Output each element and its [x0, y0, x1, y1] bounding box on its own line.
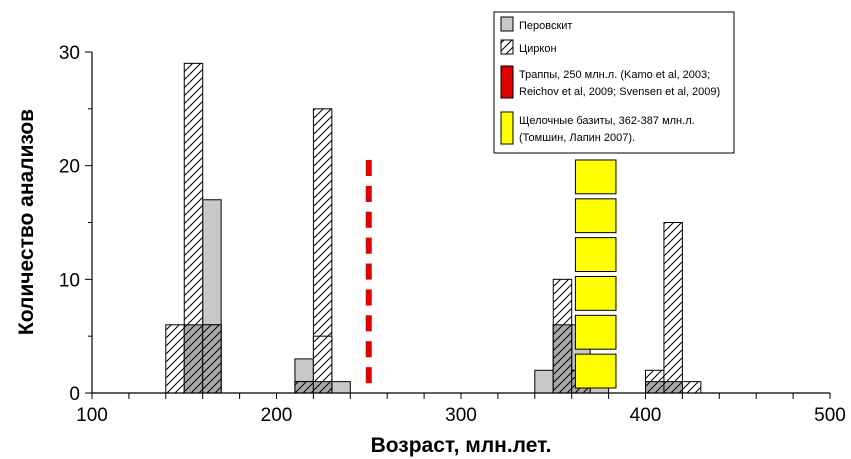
y-axis-title: Количество анализов: [15, 109, 38, 335]
legend: Перовскит Циркон Траппы, 250 млн.л. (Kam…: [493, 11, 735, 154]
alkaline-box: [574, 314, 617, 350]
overlap-bar: [183, 324, 204, 394]
overlap-bar: [312, 381, 333, 394]
overlap-bar: [202, 324, 222, 394]
x-tick-label: 500: [814, 405, 846, 426]
traps-dash: [365, 341, 372, 358]
traps-dash: [365, 237, 372, 254]
overlap-bar: [552, 324, 573, 394]
overlap-bars: [183, 324, 683, 394]
legend-label-zircon: Циркон: [519, 43, 557, 55]
legend-label-alkaline-line1: Щелочные базиты, 362-387 млн.л.: [519, 115, 695, 127]
traps-dash: [365, 159, 372, 177]
traps-dash: [365, 263, 372, 280]
legend-label-traps-line2: Reichov et al, 2009; Svensen et al, 2009…: [519, 86, 720, 98]
alkaline-boxes: [574, 159, 617, 389]
legend-label-perovskite: Перовскит: [519, 20, 572, 32]
alkaline-box: [574, 237, 617, 272]
zircon-bar: [663, 222, 683, 394]
traps-dash: [365, 211, 372, 228]
legend-swatch-traps: [500, 65, 514, 99]
y-tick-label: 20: [59, 157, 80, 178]
overlap-bar: [645, 381, 665, 394]
zircon-bar: [681, 381, 702, 394]
legend-swatch-perovskite: [500, 16, 514, 32]
x-tick-label: 300: [445, 405, 477, 426]
traps-dash: [365, 185, 372, 202]
traps-dash: [365, 367, 372, 384]
overlap-bar: [294, 381, 314, 394]
perovskite-bar: [331, 381, 351, 394]
x-axis-title: Возраст, млн.лет.: [371, 434, 552, 457]
traps-dash: [365, 289, 372, 306]
y-ticks: 0 10 20 30: [59, 43, 92, 405]
overlap-bar: [663, 381, 683, 394]
x-tick-label: 400: [630, 405, 662, 426]
traps-line: [365, 159, 372, 384]
perovskite-bar: [534, 369, 554, 394]
legend-swatch-zircon: [500, 39, 514, 55]
y-tick-label: 0: [69, 384, 80, 405]
alkaline-box: [574, 353, 617, 389]
alkaline-box: [574, 159, 617, 195]
legend-label-traps-line1: Траппы, 250 млн.л. (Kamo et al, 2003;: [519, 69, 710, 81]
zircon-bar: [165, 324, 185, 394]
y-tick-label: 30: [59, 43, 80, 64]
x-ticks: 100 200 300 400 500: [76, 393, 846, 426]
legend-label-alkaline-line2: (Томшин, Лапин 2007).: [519, 132, 635, 144]
legend-swatch-alkaline: [500, 111, 514, 145]
alkaline-box: [574, 275, 617, 311]
alkaline-box: [574, 198, 617, 234]
traps-dash: [365, 315, 372, 332]
legend-frame: [493, 11, 735, 154]
x-tick-label: 200: [261, 405, 293, 426]
x-tick-label: 100: [76, 405, 108, 426]
y-tick-label: 10: [59, 270, 80, 291]
